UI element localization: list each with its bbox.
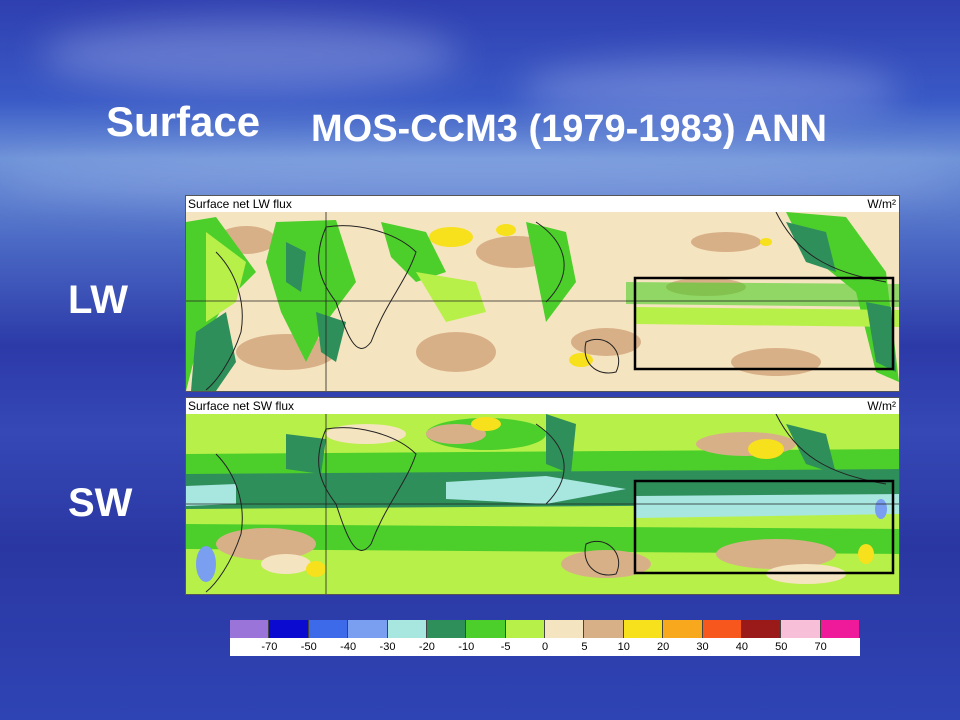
colorbar-swatch (426, 620, 467, 638)
lw-continent-outlines (205, 212, 887, 391)
colorbar-tick-label: 50 (775, 641, 788, 653)
row-label-lw: LW (68, 278, 128, 322)
sw-tan-patches (216, 424, 836, 578)
sw-panel-units: W/m² (867, 399, 896, 413)
colorbar-tick-label: -50 (300, 641, 317, 653)
sky-haze-1 (40, 20, 460, 90)
colorbar-tick-label: 20 (657, 641, 670, 653)
sw-flux-map-panel: Surface net SW flux W/m² (185, 397, 900, 595)
sw-cyan-bands (186, 476, 899, 518)
colorbar-swatch (702, 620, 742, 638)
lw-panel-header: Surface net LW flux W/m² (186, 196, 899, 212)
colorbar-swatch (584, 620, 624, 638)
colorbar-tick-label: -70 (261, 641, 278, 653)
lw-panel-units: W/m² (867, 197, 896, 211)
lw-yellow-patches (429, 224, 772, 367)
colorbar-swatch (269, 620, 309, 638)
sw-yellow-patches (306, 417, 874, 577)
colorbar-swatch (466, 620, 506, 638)
colorbar-swatch (741, 620, 782, 638)
lw-panel-title: Surface net LW flux (188, 197, 292, 211)
colorbar-swatch (387, 620, 427, 638)
colorbar-tick-label: 5 (581, 641, 588, 653)
colorbar-swatch (545, 620, 585, 638)
colorbar-tick-label: 70 (814, 641, 827, 653)
colorbar-tick-label: -40 (340, 641, 357, 653)
colorbar-swatch (348, 620, 388, 638)
lw-lightgreen-regions (206, 232, 899, 327)
row-label-sw: SW (68, 481, 133, 525)
sw-continent-outlines (205, 414, 887, 593)
slide-title-model: MOS-CCM3 (1979-1983) ANN (311, 108, 827, 150)
colorbar-tick-label: 0 (541, 641, 549, 653)
colorbar-tick-label: 10 (617, 641, 630, 653)
colorbar-swatch (781, 620, 821, 638)
colorbar-swatch (308, 620, 349, 638)
colorbar-tick-label: -5 (500, 641, 511, 653)
colorbar-swatch (230, 620, 270, 638)
lw-flux-map (186, 212, 899, 391)
colorbar-tick-label: -30 (379, 641, 396, 653)
lw-region-box (633, 276, 895, 371)
colorbar-swatch (623, 620, 664, 638)
lw-darkgreen-regions (191, 222, 896, 391)
colorbar-tick-label: 40 (735, 641, 748, 653)
colorbar-swatch (505, 620, 545, 638)
lw-flux-map-panel: Surface net LW flux W/m² (185, 195, 900, 392)
colorbar-swatch (820, 620, 860, 638)
sw-panel-header: Surface net SW flux W/m² (186, 398, 899, 414)
colorbar-swatch (663, 620, 703, 638)
colorbar-tick-label: -20 (418, 641, 435, 653)
colorbar-tick-label: 30 (696, 641, 709, 653)
sw-panel-title: Surface net SW flux (188, 399, 295, 413)
colorbar: -70 -50 -40 -30 -20 -10 -5 0 5 10 20 30 40 50 70 (230, 620, 860, 656)
colorbar-tick-label: -10 (458, 641, 475, 653)
slide-title-surface: Surface (106, 98, 261, 145)
sky-haze-2 (520, 60, 900, 120)
sw-region-box (633, 479, 895, 575)
sw-flux-map (186, 414, 899, 594)
